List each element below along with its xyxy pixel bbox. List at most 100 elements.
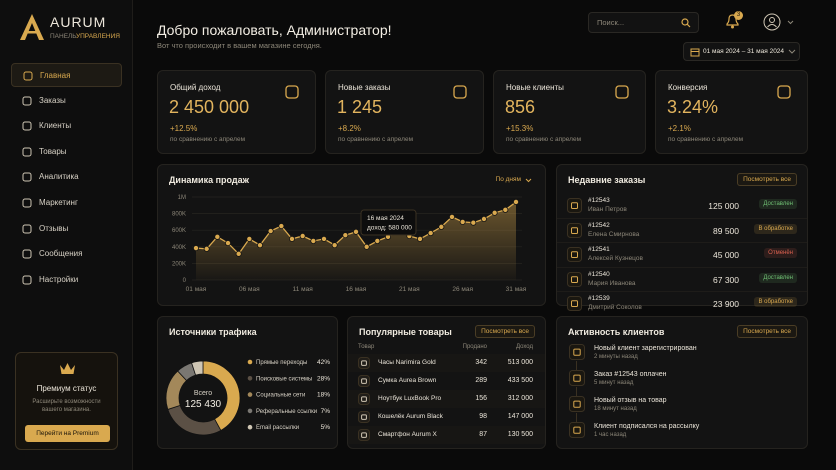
point [288, 235, 295, 242]
column-header: Доход [515, 344, 533, 350]
menu-icon [22, 147, 32, 157]
product-row[interactable]: Ноутбук LuxBook Pro 156 312 000 [348, 390, 545, 408]
point [438, 223, 445, 230]
menu-icon [22, 198, 32, 208]
menu-item[interactable]: Аналитика [11, 165, 122, 189]
menu-item[interactable]: Отзывы [11, 217, 122, 241]
order-status: Доставлен [759, 199, 797, 209]
point [225, 240, 232, 247]
icon-frame [567, 271, 582, 287]
product-row[interactable]: Сумка Aurea Brown 289 433 500 [348, 372, 545, 390]
menu-label[interactable]: Отзывы [39, 223, 69, 233]
legend-label: Поисковые системы [256, 376, 312, 382]
activity-time: 2 минуты назад [594, 354, 638, 360]
column-header: Продано [462, 344, 487, 350]
legend-swatch [247, 408, 253, 414]
point [352, 228, 359, 235]
icon-glyph [571, 202, 578, 209]
point [502, 206, 509, 213]
menu-label[interactable]: Главная [40, 71, 71, 80]
icon [569, 396, 585, 412]
icon [358, 429, 370, 441]
icon-glyph [453, 85, 467, 99]
kpi-note: по сравнению с апрелем [338, 136, 414, 143]
menu-label[interactable]: Аналитика [39, 172, 79, 182]
order-status: В обработке [754, 224, 797, 235]
view-all[interactable]: Посмотреть все [737, 325, 797, 338]
menu-label[interactable]: Маркетинг [39, 198, 78, 207]
area [196, 202, 516, 280]
chevron [788, 49, 796, 54]
icon-glyph [22, 172, 32, 182]
icon [358, 375, 370, 387]
legend-swatch [247, 359, 253, 365]
kpi-icon [285, 85, 299, 99]
icon [567, 295, 582, 311]
icon-glyph [571, 251, 578, 259]
logo-icon [20, 14, 44, 40]
menu-label[interactable]: Сообщения [39, 249, 83, 259]
timeline-line [576, 413, 577, 422]
activity-text: Новый клиент зарегистрирован [594, 345, 697, 352]
menu-item[interactable]: Заказы [11, 89, 122, 113]
search-box[interactable]: Поиск... [588, 12, 699, 33]
kpi-value: 1 245 [337, 97, 383, 117]
menu-label[interactable]: Настройки [39, 274, 79, 284]
search-icon [681, 18, 691, 28]
icon-glyph [361, 378, 367, 384]
menu-label[interactable]: Заказы [39, 95, 66, 105]
x-tick-label: 26 мая [452, 286, 473, 293]
icon [358, 411, 370, 423]
panel-title: Недавние заказы [568, 175, 646, 185]
menu-label[interactable]: Клиенты [39, 121, 72, 131]
product-sold: 98 [479, 413, 487, 420]
orders-panel: Недавние заказы Посмотреть все #12543 Ива… [556, 164, 808, 311]
kpi-card: Новые заказы 1 245 +8.2% по сравнению с апр… [325, 70, 484, 154]
view-all[interactable]: Посмотреть все [475, 325, 535, 338]
legend-swatch [247, 424, 253, 430]
value-label: 18% [317, 392, 330, 399]
premium-button[interactable]: Перейти на Premium [25, 425, 110, 442]
icon-glyph [777, 85, 791, 99]
period-select[interactable]: По дням [495, 176, 521, 183]
menu-label[interactable]: Товары [39, 146, 67, 156]
product-row[interactable]: Кошелёк Aurum Black 98 147 000 [348, 408, 545, 426]
point [491, 209, 498, 216]
menu-item[interactable]: Главная [11, 63, 122, 87]
order-customer: Алексей Кузнецов [588, 255, 643, 263]
point [480, 215, 487, 222]
order-row[interactable]: #12543 Иван Петров 125 000 Доставлен [557, 194, 807, 217]
user-menu[interactable] [763, 12, 797, 32]
date-range: 01 мая 2024 – 31 мая 2024 [703, 48, 785, 55]
order-id: #12539 [588, 294, 610, 302]
menu-item[interactable]: Маркетинг [11, 191, 122, 215]
menu-item[interactable]: Сообщения [11, 242, 122, 266]
icon-frame [567, 247, 582, 263]
date-picker[interactable]: 01 мая 2024 – 31 мая 2024 [683, 42, 800, 61]
bell-icon[interactable] [724, 12, 744, 30]
view-all[interactable]: Посмотреть все [737, 173, 797, 186]
icon-frame [358, 411, 370, 423]
icon-glyph [22, 147, 32, 157]
menu-item[interactable]: Настройки [11, 268, 122, 292]
order-row[interactable]: #12540 Мария Иванова 67 300 Доставлен [557, 266, 807, 290]
product-revenue: 147 000 [507, 413, 533, 420]
legend-label: Email рассылки [256, 425, 299, 431]
column-header: Товар [358, 344, 375, 350]
order-row[interactable]: #12541 Алексей Кузнецов 45 000 Отменён [557, 242, 807, 265]
icon-glyph [573, 426, 581, 434]
product-row[interactable]: Часы Narimira Gold 342 513 000 [348, 354, 545, 372]
point [267, 228, 274, 235]
icon [358, 393, 370, 405]
y-tick-label: 400K [172, 245, 186, 251]
order-row[interactable]: #12539 Дмитрий Соколов 23 900 В обработке [557, 290, 807, 314]
point [310, 237, 317, 244]
order-row[interactable]: #12542 Елена Смирнова 89 500 В обработке [557, 218, 807, 241]
timeline-line [576, 387, 577, 396]
menu-item[interactable]: Клиенты [11, 114, 122, 138]
product-row[interactable]: Смартфон Aurum X 87 130 500 [348, 426, 545, 444]
menu-item[interactable]: Товары [11, 140, 122, 164]
icon-frame [567, 295, 582, 311]
center-value: 125 430 [185, 399, 222, 410]
y-tick-label: 600K [172, 228, 186, 234]
